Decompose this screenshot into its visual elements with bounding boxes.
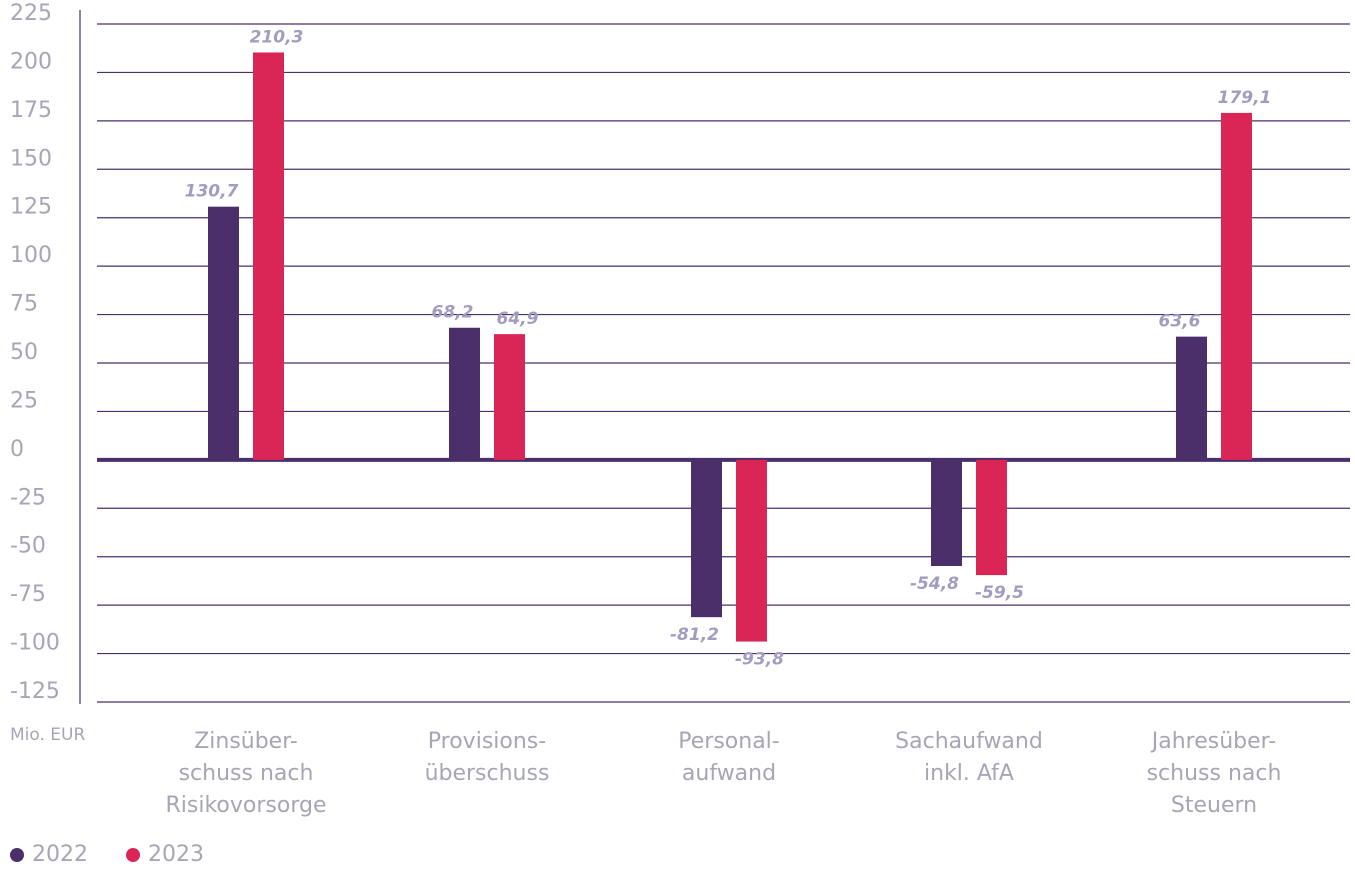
- data-label-2023-1: 64,9: [497, 309, 539, 329]
- data-label-2023-4: 179,1: [1218, 88, 1272, 108]
- category-label-4: Jahresüber-schuss nach Steuern: [1147, 729, 1282, 818]
- bar-2023-3: [976, 459, 1007, 576]
- y-axis: 225 200 175 150 125 100 75 50 25 0 -25 -50 -75 -100 -1…: [10, 1, 85, 745]
- category-line: Personal-: [678, 729, 779, 754]
- category-line: schuss nach: [179, 761, 314, 786]
- y-tick-label: 50: [10, 340, 38, 365]
- data-label-2023-0: 210,3: [250, 27, 304, 47]
- category-line: inkl. AfA: [924, 761, 1014, 786]
- y-tick-label: 225: [10, 1, 52, 26]
- data-label-2022-0: 130,7: [185, 182, 239, 202]
- y-tick-label: 75: [10, 292, 38, 317]
- y-tick-label: -25: [10, 485, 46, 510]
- data-label-2022-2: -81,2: [670, 625, 719, 645]
- legend-swatch-2023: [126, 847, 140, 862]
- category-line: Sachaufwand: [895, 729, 1043, 754]
- bar-2023-1: [494, 334, 525, 460]
- bar-2022-4: [1176, 336, 1207, 460]
- category-line: Jahresüber-: [1150, 729, 1277, 754]
- y-tick-label: 100: [10, 243, 52, 268]
- category-line: Provisions-: [428, 729, 546, 754]
- y-tick-label: 0: [10, 437, 24, 462]
- category-line: Steuern: [1171, 793, 1257, 818]
- bar-2022-1: [449, 327, 480, 460]
- y-tick-label: 175: [10, 98, 52, 123]
- bars: [208, 52, 1252, 642]
- category-line: Zinsüber-: [194, 729, 298, 754]
- data-label-2022-3: -54,8: [910, 574, 959, 594]
- y-tick-label: -100: [10, 631, 60, 656]
- legend-swatch-2022: [10, 847, 24, 862]
- bar-2023-4: [1221, 112, 1252, 460]
- category-label-1: Provisions-überschuss: [425, 729, 550, 786]
- category-line: schuss nach: [1147, 761, 1282, 786]
- y-tick-label: 125: [10, 195, 52, 220]
- data-labels: 130,7 68,2 -81,2 -54,8 63,6 210,3 64,9 -93,8 -59…: [185, 27, 1272, 669]
- gridlines: [97, 23, 1350, 703]
- bar-2022-2: [691, 459, 722, 618]
- category-line: aufwand: [682, 761, 776, 786]
- category-label-2: Personal-aufwand: [678, 729, 779, 786]
- category-label-3: Sachaufwand inkl. AfA: [895, 729, 1043, 786]
- legend-item-2022: 2022: [10, 842, 88, 867]
- data-label-2022-1: 68,2: [432, 303, 474, 323]
- y-tick-label: 150: [10, 146, 52, 171]
- category-label-0: Zinsüber-schuss nach Risikovorsorge: [166, 729, 327, 818]
- x-axis-categories: Zinsüber-schuss nach Risikovorsorge Provis…: [166, 729, 1282, 818]
- y-tick-label: -125: [10, 679, 60, 704]
- bar-2022-0: [208, 206, 239, 460]
- data-label-2023-3: -59,5: [975, 583, 1024, 603]
- legend-item-2023: 2023: [126, 842, 204, 867]
- legend-label-2022: 2022: [32, 842, 88, 867]
- y-tick-label: -75: [10, 582, 46, 607]
- legend-label-2023: 2023: [148, 842, 204, 867]
- bar-2023-2: [736, 459, 767, 642]
- y-tick-label: 25: [10, 388, 38, 413]
- category-line: überschuss: [425, 761, 550, 786]
- category-line: Risikovorsorge: [166, 793, 327, 818]
- data-label-2023-2: -93,8: [735, 650, 784, 670]
- y-tick-label: -50: [10, 534, 46, 559]
- unit-label: Mio. EUR: [10, 725, 85, 745]
- legend: 2022 2023: [10, 842, 204, 867]
- bar-2022-3: [931, 459, 962, 567]
- data-label-2022-4: 63,6: [1159, 312, 1201, 332]
- bar-2023-0: [253, 52, 284, 460]
- y-tick-label: 200: [10, 49, 52, 74]
